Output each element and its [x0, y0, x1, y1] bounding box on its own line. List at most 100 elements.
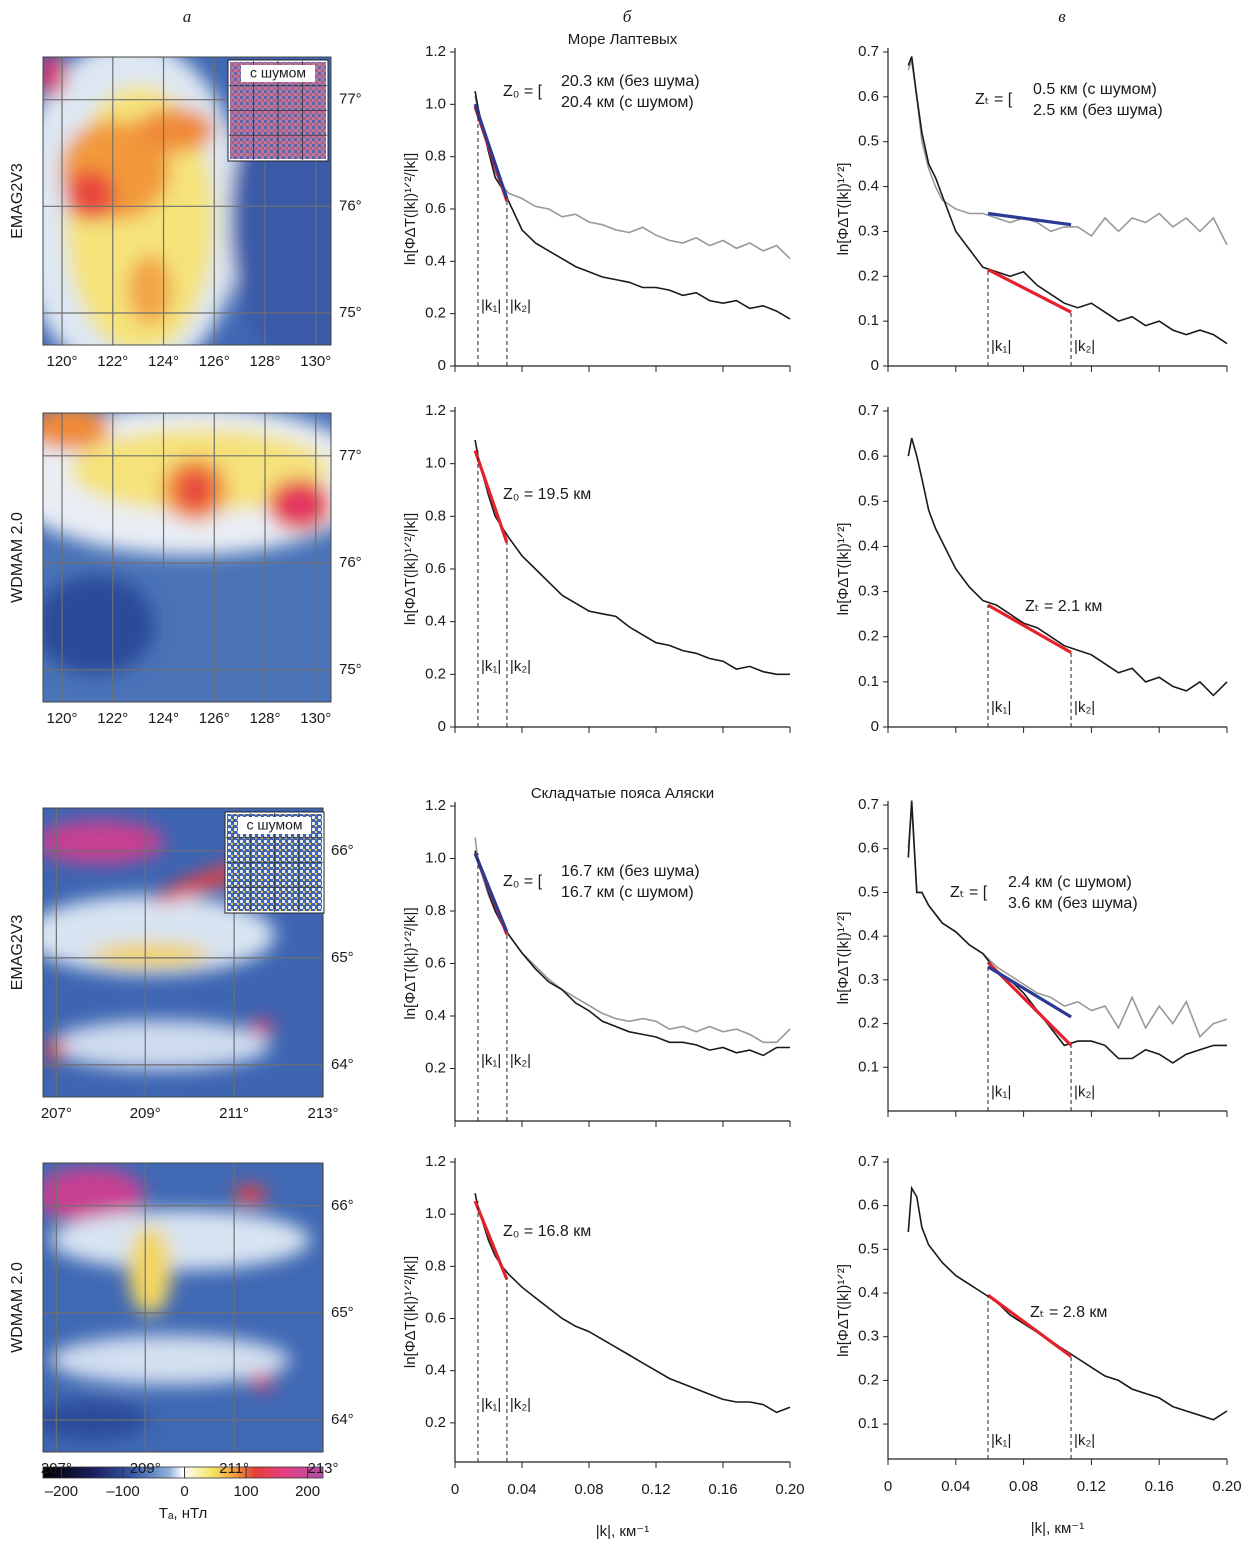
annotation-line: 3.6 км (без шума) [1008, 895, 1138, 912]
k-label: |k₁| [481, 297, 501, 314]
y-tick-label: 0.5 [858, 1240, 879, 1257]
y-tick-label: 0.6 [425, 560, 446, 577]
y-tick-label: 1.2 [425, 797, 446, 814]
x-tick-label: 0 [884, 1478, 892, 1495]
x-tick-label: 207° [41, 1460, 72, 1477]
y-tick-label: 0.1 [858, 1058, 879, 1075]
panel-letter: в [1058, 7, 1066, 26]
k-label: |k₂| [1074, 1432, 1095, 1449]
row-label: WDMAM 2.0 [9, 1262, 26, 1353]
y-axis-label: ln[ΦΔT(|k|)¹ᐟ²] [835, 912, 852, 1005]
y-tick-label: 0.5 [858, 133, 879, 150]
inset-label: с шумом [247, 817, 303, 833]
y-tick-label: 77° [339, 91, 362, 108]
x-tick-label: 122° [97, 353, 128, 370]
map-image [43, 1163, 323, 1452]
spectrum-line [907, 437, 1228, 697]
k-label: |k₁| [481, 1052, 501, 1069]
y-tick-label: 0 [438, 357, 446, 374]
y-tick-label: 0.5 [858, 492, 879, 509]
k-label: |k₂| [510, 658, 531, 675]
panel-letter: а [183, 7, 192, 26]
y-tick-label: 0.2 [425, 1059, 446, 1076]
x-tick-label: 0.08 [1009, 1478, 1038, 1495]
k-label: |k₁| [481, 1396, 501, 1413]
panel-letter: б [623, 7, 632, 26]
x-tick-label: 0.20 [775, 1481, 804, 1498]
spectrum-line [474, 439, 790, 676]
x-tick-label: 128° [250, 710, 281, 727]
x-tick-label: 128° [250, 353, 281, 370]
colorbar-tick-label: –200 [45, 1483, 78, 1500]
y-tick-label: 75° [339, 304, 362, 321]
x-tick-label: 0.20 [1212, 1478, 1241, 1495]
x-tick-label: 120° [47, 710, 78, 727]
colorbar-label: Tₐ, нТл [159, 1505, 208, 1522]
fit-line [987, 603, 1072, 654]
y-axis-label: ln[ΦΔT(|k|)¹ᐟ²] [835, 523, 852, 616]
fit-line [987, 211, 1072, 227]
x-tick-label: 211° [219, 1460, 249, 1477]
spectrum-line [907, 57, 1228, 246]
x-tick-label: 0.04 [507, 1481, 536, 1498]
fit-line [987, 268, 1072, 314]
y-tick-label: 0.6 [858, 840, 879, 857]
row-label: EMAG2V3 [9, 915, 26, 991]
y-tick-label: 1.2 [425, 1153, 446, 1170]
x-tick-label: 0.16 [708, 1481, 737, 1498]
y-tick-label: 1.0 [425, 849, 446, 866]
y-tick-label: 0.7 [858, 796, 879, 813]
y-tick-label: 0.6 [425, 1309, 446, 1326]
x-tick-label: 211° [219, 1105, 249, 1122]
y-tick-label: 0.7 [858, 402, 879, 419]
y-tick-label: 65° [331, 949, 354, 966]
y-tick-label: 0.1 [858, 1415, 879, 1432]
y-tick-label: 1.2 [425, 402, 446, 419]
y-tick-label: 0 [871, 357, 879, 374]
x-axis-label: |k|, км⁻¹ [1031, 1520, 1084, 1537]
row-label: EMAG2V3 [9, 163, 26, 239]
k-label: |k₁| [481, 658, 501, 675]
spectrum-line [907, 804, 1228, 1039]
map-frame [42, 1162, 324, 1453]
spectrum-line [474, 96, 791, 260]
inset-label-bg [241, 65, 315, 82]
x-tick-label: 0.16 [1145, 1478, 1174, 1495]
y-axis-label: ln[ΦΔT(|k|)¹ᐟ²/|k|] [402, 153, 419, 265]
y-axis-label: ln[ΦΔT(|k|)¹ᐟ²/|k|] [402, 513, 419, 625]
x-tick-label: 124° [148, 353, 179, 370]
fit-line [987, 965, 1072, 1019]
y-tick-label: 0.6 [858, 447, 879, 464]
y-tick-label: 0.4 [858, 178, 879, 195]
y-tick-label: 64° [331, 1056, 354, 1073]
y-tick-label: 0.2 [425, 305, 446, 322]
annotation: Zₜ = [ [950, 884, 988, 901]
y-tick-label: 0.3 [858, 222, 879, 239]
annotation: Z₀ = [ [503, 83, 543, 100]
y-tick-label: 0.4 [425, 1007, 446, 1024]
y-tick-label: 76° [339, 197, 362, 214]
annotation: Zₜ = [ [975, 91, 1013, 108]
y-tick-label: 0.4 [425, 1362, 446, 1379]
colorbar-gradient [42, 1466, 324, 1479]
fit-line [473, 1200, 509, 1281]
k-label: |k₂| [1074, 699, 1095, 716]
y-tick-label: 66° [331, 842, 354, 859]
fit-line [473, 449, 509, 544]
x-tick-label: 0.08 [574, 1481, 603, 1498]
y-tick-label: 0.4 [425, 613, 446, 630]
y-tick-label: 0.8 [425, 902, 446, 919]
y-axis-label: ln[ΦΔT(|k|)¹ᐟ²] [835, 163, 852, 256]
y-tick-label: 0.6 [858, 88, 879, 105]
y-axis-label: ln[ΦΔT(|k|)¹ᐟ²] [835, 1264, 852, 1357]
y-tick-label: 76° [339, 554, 362, 571]
y-tick-label: 0.3 [858, 1328, 879, 1345]
map-frame [42, 56, 332, 346]
y-tick-label: 0.6 [858, 1197, 879, 1214]
x-tick-label: 126° [199, 710, 230, 727]
y-tick-label: 0.7 [858, 43, 879, 60]
k-label: |k₂| [1074, 1084, 1095, 1101]
y-axis-label: ln[ΦΔT(|k|)¹ᐟ²/|k|] [402, 907, 419, 1019]
y-tick-label: 0.4 [858, 927, 879, 944]
fit-line [473, 852, 509, 933]
